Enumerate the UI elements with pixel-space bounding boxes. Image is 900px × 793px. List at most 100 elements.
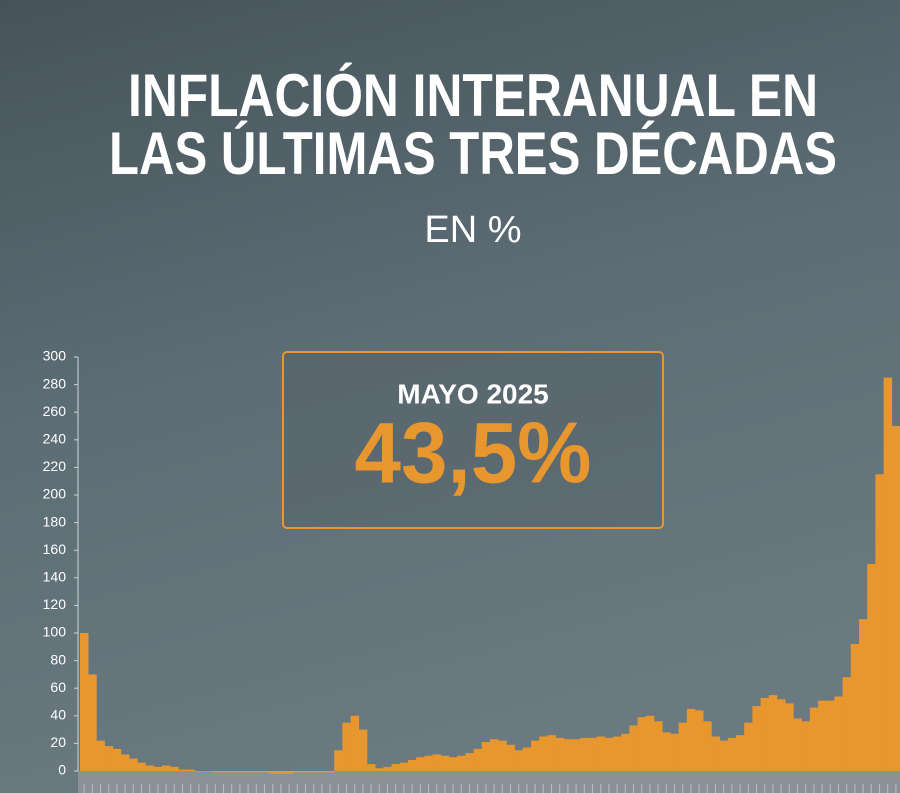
bar [842,677,852,771]
bar [88,674,97,771]
bar [244,771,253,773]
bar [416,757,425,771]
y-tick-label: 280 [43,375,67,391]
bar [613,736,622,771]
bar [498,740,507,771]
bar [326,771,335,773]
y-tick-label: 20 [50,734,66,750]
y-tick-label: 120 [43,596,67,612]
bar [178,769,187,771]
bar [736,735,745,771]
bar [506,744,515,771]
bar [883,377,893,771]
bar [760,697,770,771]
bar [301,771,310,773]
bar [539,736,548,771]
bar [654,721,663,771]
y-tick-label: 100 [43,624,67,640]
bar [170,766,179,771]
bar [580,737,589,771]
bar [449,757,458,771]
y-tick-label: 260 [43,403,67,419]
bar [875,474,884,771]
bar [424,755,433,771]
bar [481,742,491,771]
bar [235,771,245,773]
y-tick-label: 140 [43,569,67,585]
y-tick-label: 240 [43,431,67,447]
y-tick-label: 40 [50,707,66,723]
bar [112,748,122,771]
bar [317,771,327,773]
bar [711,736,720,771]
y-tick-label: 60 [50,679,66,695]
bar [186,769,196,771]
y-tick-label: 220 [43,458,67,474]
bar [777,699,786,771]
bar [621,733,630,771]
bar [744,722,753,771]
bar [703,721,712,771]
bar [252,771,261,773]
bar [514,750,524,771]
bar [268,771,278,774]
bar [859,619,868,771]
bar [465,753,474,771]
bar [367,764,376,771]
y-tick-label: 200 [43,486,67,502]
y-tick-label: 300 [43,348,67,364]
bar [137,762,146,771]
bar [194,771,204,772]
bar [793,718,802,771]
bar [752,706,761,771]
bar [850,644,860,771]
bar [662,732,671,771]
bar [818,700,827,771]
bar [104,746,114,771]
bar [563,739,573,771]
bar [531,740,540,771]
bar [727,737,737,771]
bar [719,740,729,771]
bar [572,739,581,771]
bar [80,633,89,771]
bar [342,722,351,771]
bar [891,426,900,771]
bar [801,721,811,771]
bar [834,696,843,771]
y-tick-label: 80 [50,651,66,667]
bar [432,754,442,771]
bar [826,700,835,771]
bar [604,737,614,771]
bar [285,771,294,774]
bar [350,715,360,771]
bar [555,737,565,771]
bar [145,765,155,771]
bar [440,755,450,771]
bar [260,771,269,773]
bar [490,739,499,771]
bar [375,768,384,771]
chart-title: LAS ÚLTIMAS TRES DÉCADAS [109,120,837,187]
bar [334,750,343,771]
bar [522,747,532,771]
chart-title: INFLACIÓN INTERANUAL EN [128,62,818,129]
bar [211,771,220,773]
bar [686,708,696,771]
annotation-label: MAYO 2025 [397,378,549,409]
bar [293,771,302,773]
bar [358,729,368,771]
bar [391,764,401,771]
bar [867,564,876,771]
bar [670,733,679,771]
y-tick-label: 180 [43,513,67,529]
bar [399,762,409,771]
bar [547,735,556,771]
bar [96,740,105,771]
bar [678,722,688,771]
bar [596,736,606,771]
bar [768,695,778,771]
bar [121,754,130,771]
